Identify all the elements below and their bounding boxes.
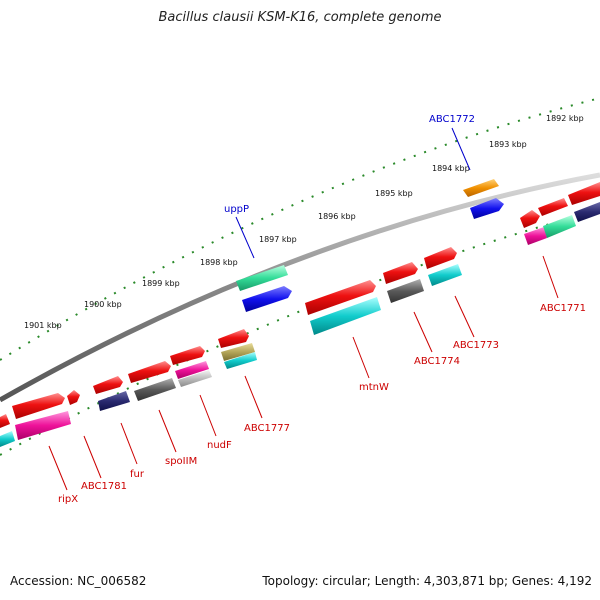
gene-block-magenta[interactable] [524, 227, 547, 245]
gene-block-red[interactable] [0, 414, 10, 428]
gene-label[interactable]: ABC1781 [81, 481, 127, 492]
map-title: Bacillus clausii KSM-K16, complete genom… [158, 10, 442, 25]
kbp-label: 1892 kbp [546, 114, 584, 123]
gene-label[interactable]: mtnW [359, 382, 389, 393]
kbp-label: 1900 kbp [84, 300, 122, 309]
kbp-label: 1894 kbp [432, 164, 470, 173]
inner-kbp-track [0, 209, 600, 456]
kbp-label: 1898 kbp [200, 258, 238, 267]
gene-label[interactable]: ABC1777 [244, 423, 290, 434]
gene-block-red[interactable] [568, 182, 600, 205]
gene-block-red[interactable] [520, 210, 540, 228]
gene-block-magenta[interactable] [175, 361, 209, 379]
gene-block-seafoam[interactable] [543, 215, 576, 238]
kbp-label: 1901 kbp [24, 321, 62, 330]
kbp-labels: 1901 kbp 1900 kbp 1899 kbp 1898 kbp 1897… [24, 114, 584, 330]
gene-label[interactable]: ripX [58, 494, 78, 505]
gene-block-gray[interactable] [134, 378, 176, 401]
gene-block-magenta[interactable] [15, 411, 71, 440]
kbp-label: 1897 kbp [259, 235, 297, 244]
gene-block-blue[interactable] [470, 198, 504, 219]
gene-block-red[interactable] [218, 329, 249, 348]
gene-block-red[interactable] [538, 198, 568, 216]
gene-block-gray[interactable] [387, 279, 424, 303]
outer-leader-lines [235, 127, 471, 259]
gene-block-seafoam[interactable] [236, 265, 288, 291]
gene-block-red[interactable] [67, 390, 80, 405]
gene-blocks-outer [236, 179, 600, 312]
gene-block-red[interactable] [128, 361, 171, 383]
gene-block-red[interactable] [424, 247, 457, 269]
gene-label[interactable]: ABC1771 [540, 303, 586, 314]
gene-block-red[interactable] [93, 376, 123, 394]
gene-block-red[interactable] [383, 262, 418, 284]
gene-label[interactable]: ABC1772 [429, 114, 475, 125]
gene-block-olive[interactable] [221, 343, 255, 361]
kbp-label: 1895 kbp [375, 189, 413, 198]
topology-text: Topology: circular; Length: 4,303,871 bp… [262, 574, 592, 588]
gene-block-red[interactable] [305, 280, 376, 315]
gene-label[interactable]: fur [130, 469, 145, 480]
gene-label[interactable]: ABC1773 [453, 340, 499, 351]
gene-block-cyan[interactable] [310, 297, 381, 335]
accession-text: Accession: NC_006582 [10, 574, 147, 588]
inner-gene-labels: ripX ABC1781 fur spoIIM nudF ABC1777 mtn… [58, 303, 586, 505]
gene-block-cyan[interactable] [224, 352, 257, 369]
gene-block-cyan[interactable] [0, 431, 15, 447]
gene-block-silver[interactable] [178, 370, 212, 387]
gene-block-cyan[interactable] [428, 264, 462, 286]
gene-label[interactable]: uppP [224, 204, 249, 215]
gene-label[interactable]: nudF [207, 440, 232, 451]
inner-leader-lines [48, 255, 559, 491]
gene-block-navy[interactable] [98, 391, 130, 411]
genome-backbone [0, 172, 600, 403]
gene-blocks-inner [0, 202, 600, 447]
kbp-label: 1896 kbp [318, 212, 356, 221]
gene-block-red[interactable] [12, 393, 65, 419]
gene-block-orange[interactable] [463, 179, 499, 197]
outer-gene-labels: uppP ABC1772 [224, 114, 475, 215]
outer-kbp-track [0, 97, 600, 361]
gene-label[interactable]: ABC1774 [414, 356, 460, 367]
gene-block-blue[interactable] [242, 286, 292, 312]
kbp-label: 1893 kbp [489, 140, 527, 149]
gene-block-red[interactable] [170, 346, 205, 365]
gene-block-navy[interactable] [574, 202, 600, 222]
gene-label[interactable]: spoIIM [165, 456, 197, 467]
kbp-label: 1899 kbp [142, 279, 180, 288]
